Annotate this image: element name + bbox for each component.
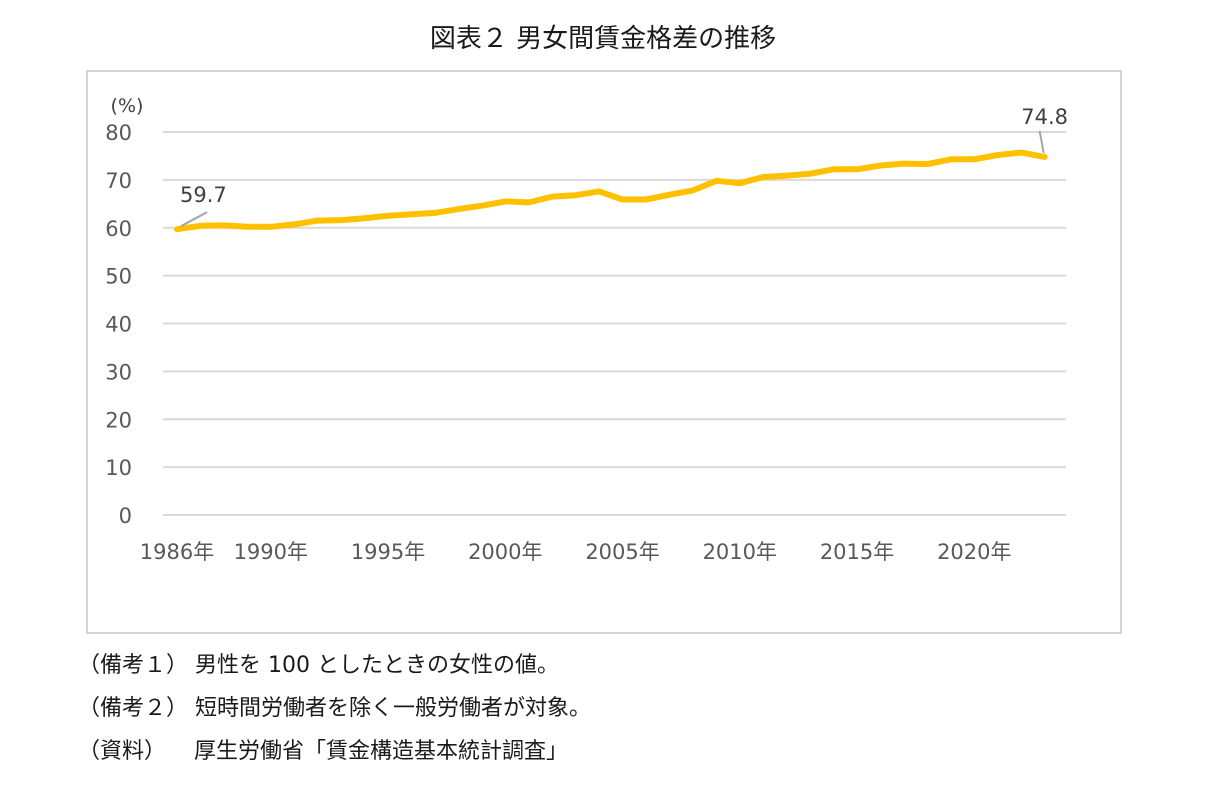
chart-title: 図表２ 男女間賃金格差の推移 <box>429 24 777 54</box>
notes: （備考１） 男性を 100 としたときの女性の値。 （備考２） 短時間労働者を除… <box>78 648 591 777</box>
y-tick-label: 10 <box>105 456 132 480</box>
y-tick-label: 70 <box>105 169 132 193</box>
x-tick-label: 2010年 <box>703 540 777 564</box>
data-label: 59.7 <box>180 183 227 207</box>
line-chart: 0 10 20 30 40 50 60 70 80 (%) 1986年 1990年 1995年 2000年… <box>105 95 1068 564</box>
x-tick-label: 2015年 <box>820 540 894 564</box>
x-tick-label: 2005年 <box>585 540 659 564</box>
x-tick-label: 2020年 <box>937 540 1011 564</box>
note-2: （備考２） 短時間労働者を除く一般労働者が対象。 <box>78 696 591 721</box>
y-tick-label: 80 <box>105 121 132 145</box>
note-3: （資料） 厚生労働省「賃金構造基本統計調査」 <box>78 739 568 764</box>
x-tick-label: 1995年 <box>351 540 425 564</box>
y-tick-label: 50 <box>105 265 132 289</box>
x-tick-label: 1990年 <box>234 540 308 564</box>
note-1: （備考１） 男性を 100 としたときの女性の値。 <box>78 653 559 678</box>
x-tick-label: 2000年 <box>468 540 542 564</box>
series-line <box>174 149 1048 233</box>
chart-frame <box>86 70 1122 634</box>
y-tick-label: 0 <box>119 504 132 528</box>
y-tick-label: 40 <box>105 313 132 337</box>
x-tick-label: 1986年 <box>140 540 214 564</box>
y-tick-label: 30 <box>105 360 132 384</box>
y-unit-label: (%) <box>111 95 144 117</box>
annotation-leader <box>180 211 208 228</box>
annotation-leader <box>1038 130 1045 154</box>
y-tick-label: 60 <box>105 217 132 241</box>
y-tick-label: 20 <box>105 408 132 432</box>
data-label: 74.8 <box>1021 105 1068 129</box>
